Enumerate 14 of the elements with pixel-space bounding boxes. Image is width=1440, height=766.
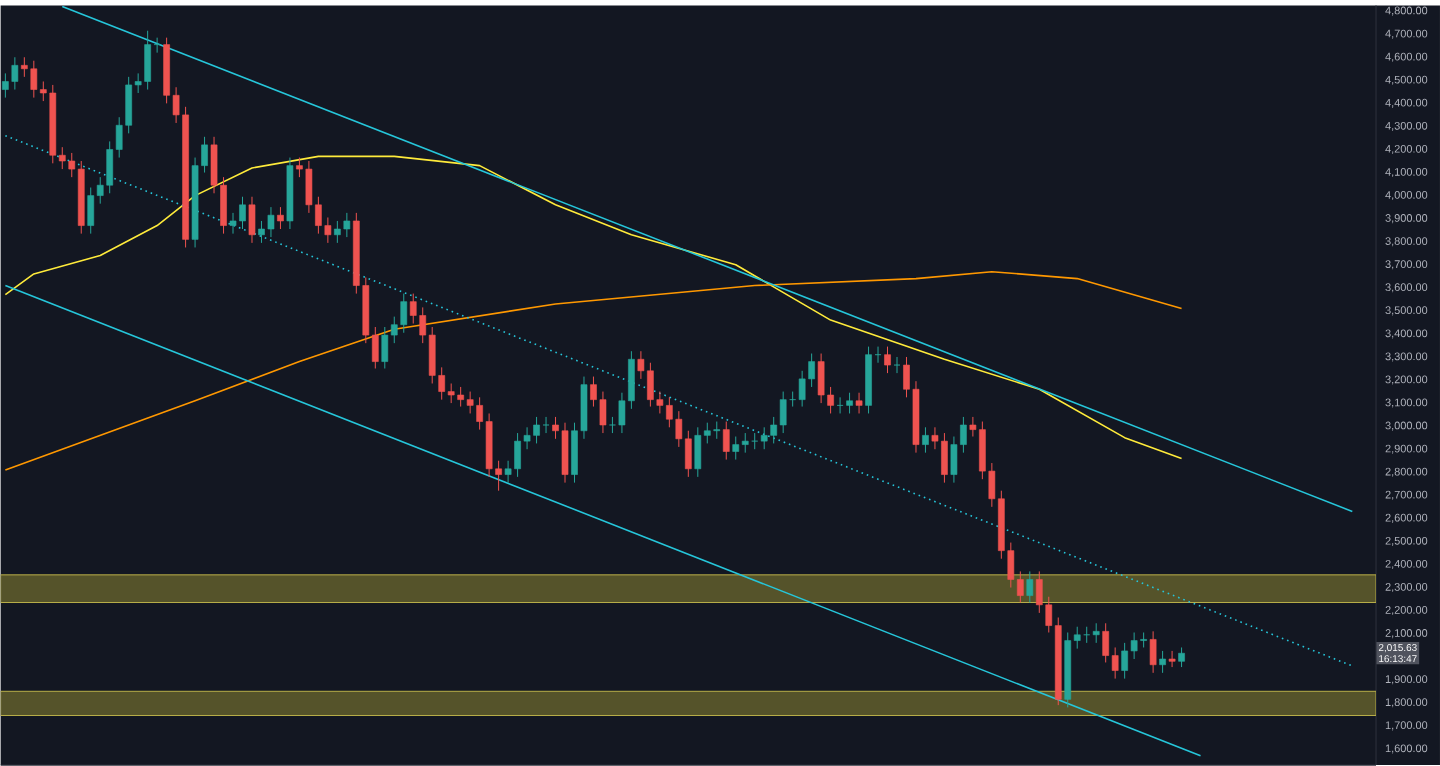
candlestick <box>277 206 284 230</box>
candlestick <box>1168 650 1176 668</box>
candlestick <box>1178 647 1185 668</box>
candlestick <box>1149 631 1157 674</box>
candlestick <box>1026 571 1034 604</box>
candlestick <box>893 356 901 374</box>
candlestick <box>855 392 863 415</box>
candlestick <box>248 196 256 244</box>
candlestick <box>922 426 929 454</box>
candlestick <box>1159 650 1166 674</box>
candlestick <box>884 346 891 374</box>
line-series <box>4 155 1183 460</box>
candlestick <box>722 421 730 461</box>
candlestick <box>1092 622 1100 644</box>
